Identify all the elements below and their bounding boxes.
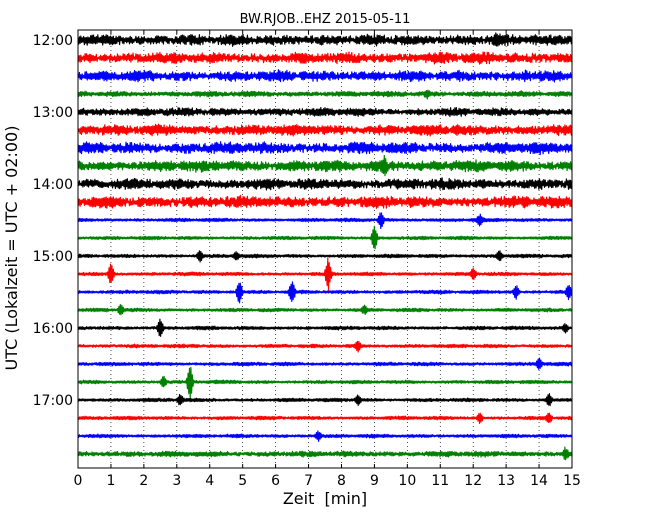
trace-1615 — [77, 340, 573, 353]
trace-1215 — [77, 51, 573, 65]
y-tick-label: 17:00 — [33, 393, 73, 409]
y-tick-label: 16:00 — [33, 321, 73, 337]
x-tick-label: 1 — [106, 473, 115, 489]
x-tick-label: 7 — [304, 473, 313, 489]
trace-1730 — [77, 430, 573, 442]
trace-1500 — [77, 250, 573, 263]
trace-1200 — [77, 32, 573, 47]
trace-1245 — [77, 89, 573, 100]
trace-1230 — [77, 69, 573, 83]
x-tick-label: 13 — [497, 473, 515, 489]
trace-1630 — [77, 357, 573, 370]
trace-1530 — [77, 281, 573, 304]
y-tick-label: 13:00 — [33, 105, 73, 121]
y-tick-label: 12:00 — [33, 33, 73, 49]
x-tick-label: 9 — [370, 473, 379, 489]
x-axis-label: Zeit [min] — [283, 489, 367, 508]
x-tick-label: 5 — [238, 473, 247, 489]
y-tick-label: 14:00 — [33, 177, 73, 193]
trace-1315 — [77, 123, 573, 137]
x-tick-label: 4 — [205, 473, 214, 489]
trace-1545 — [77, 303, 573, 316]
trace-1515 — [77, 257, 573, 291]
y-axis-label: UTC (Lokalzeit = UTC + 02:00) — [2, 126, 21, 371]
trace-1645 — [77, 366, 573, 399]
trace-1430 — [77, 212, 573, 230]
trace-1745 — [77, 446, 573, 461]
x-tick-label: 3 — [172, 473, 181, 489]
x-tick-label: 14 — [530, 473, 548, 489]
x-tick-label: 15 — [563, 473, 581, 489]
trace-1345 — [77, 154, 573, 177]
chart-title: BW.RJOB..EHZ 2015-05-11 — [240, 12, 411, 27]
trace-1600 — [77, 318, 573, 337]
x-tick-label: 10 — [398, 473, 416, 489]
x-tick-label: 6 — [271, 473, 280, 489]
x-axis: 0 1 2 3 4 5 6 7 8 9 10 11 12 13 14 15 — [74, 30, 581, 489]
x-tick-label: 2 — [139, 473, 148, 489]
trace-1330 — [77, 141, 573, 156]
x-tick-label: 0 — [74, 473, 83, 489]
trace-1715 — [77, 412, 573, 424]
trace-1415 — [77, 194, 573, 209]
y-axis: 12:00 13:00 14:00 15:00 16:00 17:00 — [33, 33, 572, 409]
x-tick-label: 8 — [337, 473, 346, 489]
trace-1700 — [77, 393, 573, 407]
plot-frame — [77, 29, 573, 469]
x-tick-label: 12 — [464, 473, 482, 489]
trace-1400 — [77, 177, 573, 191]
y-tick-label: 15:00 — [33, 249, 73, 265]
trace-1445 — [77, 225, 573, 250]
traces — [77, 32, 573, 461]
trace-1300 — [77, 107, 573, 118]
x-tick-label: 11 — [431, 473, 449, 489]
